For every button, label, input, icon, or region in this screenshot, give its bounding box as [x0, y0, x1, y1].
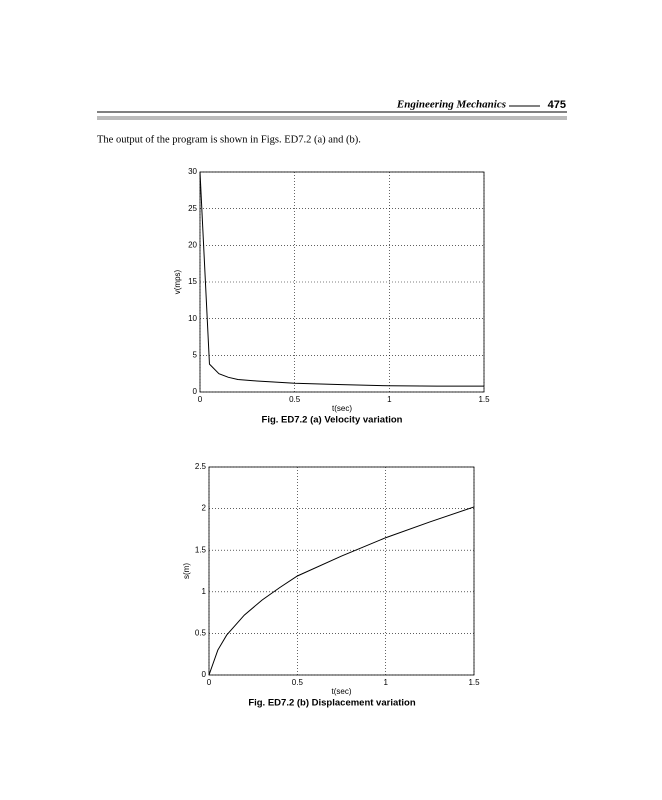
y-tick-label: 1 — [202, 587, 207, 596]
x-tick-label: 1.5 — [478, 395, 490, 404]
x-tick-label: 1 — [387, 395, 392, 404]
x-axis-label: t(sec) — [332, 687, 352, 696]
y-tick-label: 2 — [202, 504, 207, 513]
y-tick-label: 2.5 — [195, 462, 207, 471]
y-tick-label: 0 — [193, 387, 198, 396]
figure-caption: Fig. ED7.2 (b) Displacement variation — [248, 698, 416, 709]
y-tick-label: 5 — [193, 350, 198, 359]
y-tick-label: 20 — [188, 240, 197, 249]
y-tick-label: 15 — [188, 277, 197, 286]
plot-frame — [208, 466, 475, 676]
data-line — [199, 171, 484, 387]
x-axis-label: t(sec) — [332, 404, 352, 413]
x-tick-label: 1 — [383, 678, 388, 687]
figure-caption: Fig. ED7.2 (a) Velocity variation — [262, 415, 403, 426]
x-tick-label: 1.5 — [468, 678, 480, 687]
y-tick-label: 25 — [188, 204, 197, 213]
y-tick-label: 10 — [188, 314, 197, 323]
header-title: Engineering Mechanics — [396, 99, 506, 111]
y-tick-label: 0 — [202, 670, 207, 679]
x-tick-label: 0 — [207, 678, 212, 687]
x-tick-label: 0.5 — [292, 678, 304, 687]
y-axis-label: v(mps) — [173, 269, 182, 294]
y-tick-label: 1.5 — [195, 545, 207, 554]
plot-frame — [199, 171, 485, 393]
header-bar — [97, 116, 567, 120]
x-tick-label: 0.5 — [289, 395, 301, 404]
y-tick-label: 0.5 — [195, 629, 207, 638]
body-text: The output of the program is shown in Fi… — [97, 134, 361, 145]
x-tick-label: 0 — [198, 395, 203, 404]
data-line — [208, 506, 475, 676]
page-number: 475 — [548, 99, 566, 111]
y-axis-label: s(m) — [182, 563, 191, 579]
y-tick-label: 30 — [188, 167, 197, 176]
